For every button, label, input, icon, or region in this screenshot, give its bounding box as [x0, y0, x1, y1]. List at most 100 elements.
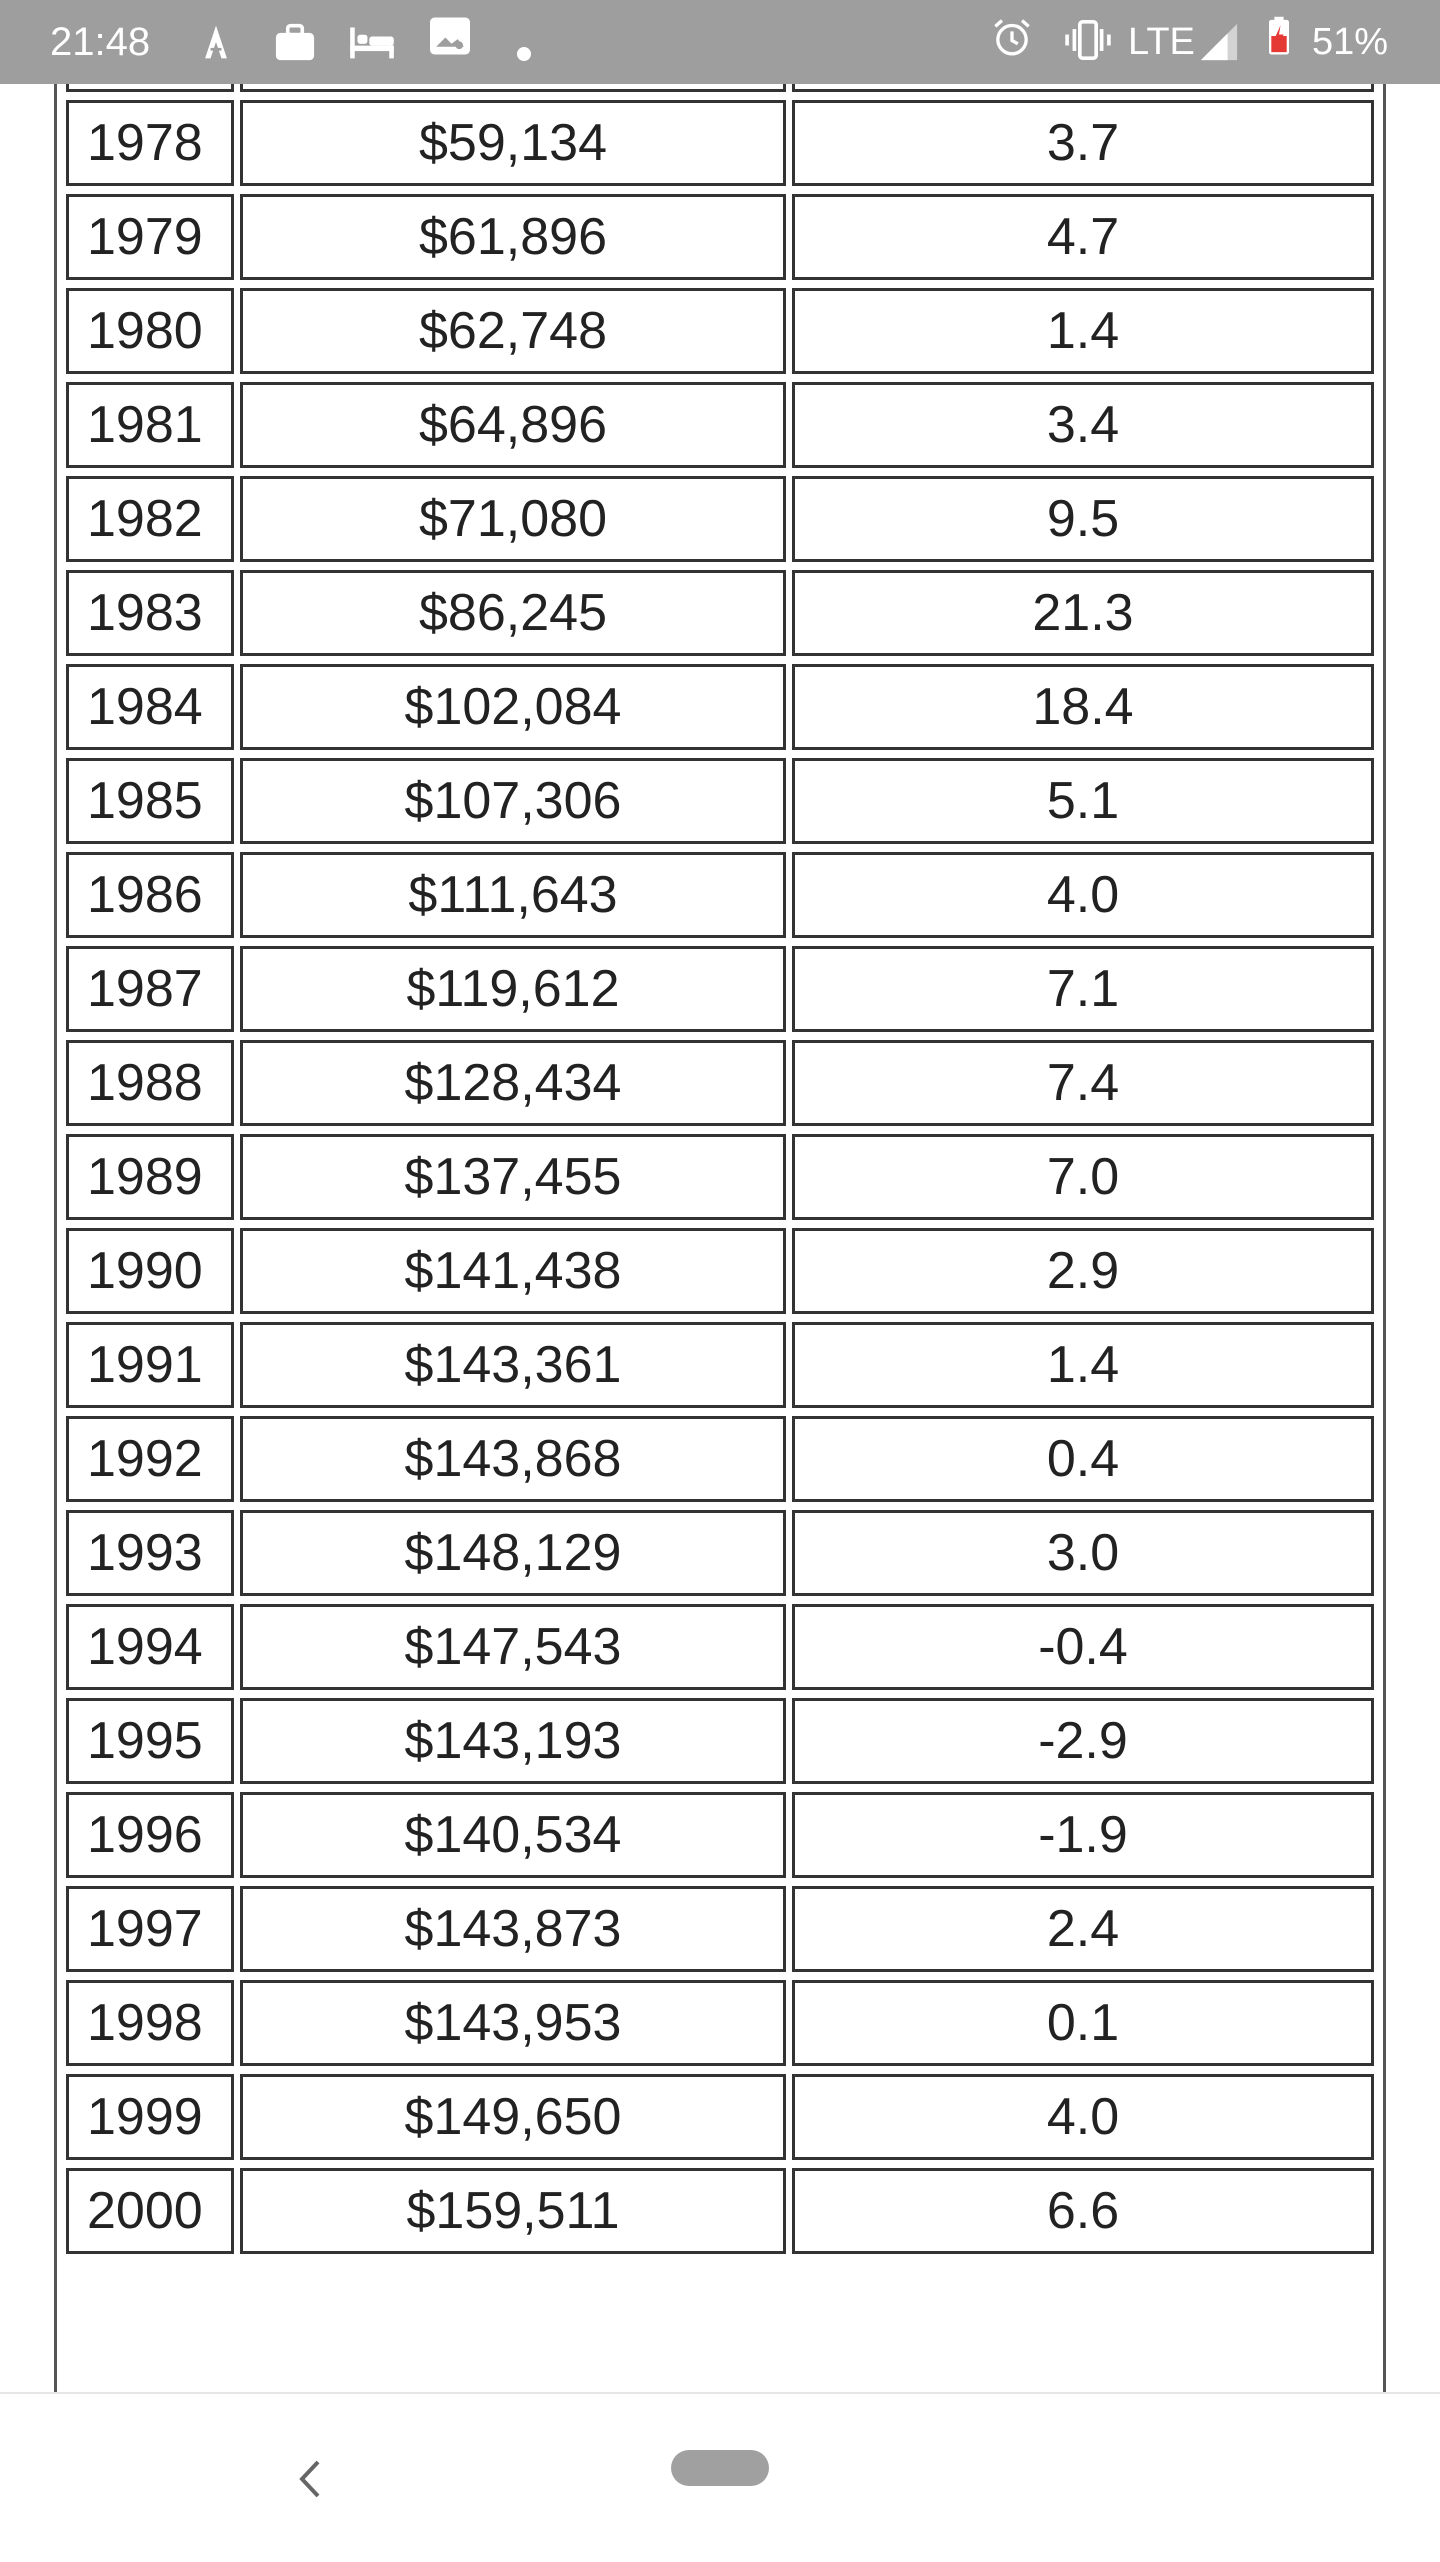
- value-cell: $147,543: [240, 1604, 786, 1690]
- signal-icon: [1200, 23, 1238, 61]
- change-cell: 3.0: [792, 1510, 1374, 1596]
- table-row: 1982 $71,080 9.5: [66, 476, 1374, 562]
- network-type: LTE: [1128, 21, 1195, 63]
- value-cell: $140,534: [240, 1792, 786, 1878]
- table-row: 1999 $149,650 4.0: [66, 2074, 1374, 2160]
- value-cell: $149,650: [240, 2074, 786, 2160]
- change-cell: 2.4: [792, 1886, 1374, 1972]
- change-cell: 3.7: [792, 100, 1374, 186]
- change-cell: 1.4: [792, 288, 1374, 374]
- year-cell: 1995: [66, 1698, 234, 1784]
- value-cell: $141,438: [240, 1228, 786, 1314]
- value-cell: $119,612: [240, 946, 786, 1032]
- value-cell: $107,306: [240, 758, 786, 844]
- change-cell: 1.4: [792, 1322, 1374, 1408]
- table-frame: [54, 84, 1386, 2392]
- change-cell: 6.6: [792, 2168, 1374, 2254]
- change-cell: 4.0: [792, 852, 1374, 938]
- value-cell: $128,434: [240, 1040, 786, 1126]
- status-time: 21:48: [50, 20, 151, 64]
- table-row: 1979 $61,896 4.7: [66, 194, 1374, 280]
- status-bar: 21:48 LTE: [0, 0, 1440, 84]
- change-cell: 7.0: [792, 1134, 1374, 1220]
- table-row: 1977 $57,032 4.4: [66, 84, 1374, 92]
- table-row: 1981 $64,896 3.4: [66, 382, 1374, 468]
- year-cell: 1988: [66, 1040, 234, 1126]
- vibrate-icon: [1065, 20, 1111, 60]
- change-cell: 4.0: [792, 2074, 1374, 2160]
- year-cell: 1980: [66, 288, 234, 374]
- table-row: 1993 $148,129 3.0: [66, 1510, 1374, 1596]
- table-row: 1996 $140,534 -1.9: [66, 1792, 1374, 1878]
- page-content[interactable]: 1977 $57,032 4.4 1978$59,1343.71979$61,8964…: [0, 84, 1440, 2392]
- year-cell: 1986: [66, 852, 234, 938]
- year-cell: 1982: [66, 476, 234, 562]
- drive-icon: [205, 25, 227, 59]
- year-cell: 1981: [66, 382, 234, 468]
- alarm-icon: [994, 19, 1030, 56]
- value-cell: $148,129: [240, 1510, 786, 1596]
- change-cell: -1.9: [792, 1792, 1374, 1878]
- work-bag-icon: [275, 23, 315, 61]
- change-cell: 7.4: [792, 1040, 1374, 1126]
- value-cell: $111,643: [240, 852, 786, 938]
- year-cell: 1991: [66, 1322, 234, 1408]
- year-cell: 1990: [66, 1228, 234, 1314]
- change-cell: -2.9: [792, 1698, 1374, 1784]
- data-table: 1977 $57,032 4.4 1978$59,1343.71979$61,8964…: [60, 84, 1380, 2262]
- value-cell: $64,896: [240, 382, 786, 468]
- table-row: 1991 $143,361 1.4: [66, 1322, 1374, 1408]
- year-cell: 1989: [66, 1134, 234, 1220]
- change-cell: 3.4: [792, 382, 1374, 468]
- battery-percent: 51%: [1312, 21, 1389, 63]
- table-row: 1984 $102,084 18.4: [66, 664, 1374, 750]
- year-cell: 1979: [66, 194, 234, 280]
- value-cell: $102,084: [240, 664, 786, 750]
- value-cell: $59,134: [240, 100, 786, 186]
- table-row: 1983 $86,245 21.3: [66, 570, 1374, 656]
- year-cell: 1987: [66, 946, 234, 1032]
- year-cell: 2000: [66, 2168, 234, 2254]
- year-cell: 1993: [66, 1510, 234, 1596]
- value-cell: $137,455: [240, 1134, 786, 1220]
- year-cell: 1998: [66, 1980, 234, 2066]
- value-cell: $143,868: [240, 1416, 786, 1502]
- table-body: 1977 $57,032 4.4 1978$59,1343.71979$61,8964…: [66, 84, 1374, 2254]
- table-row: 1990 $141,438 2.9: [66, 1228, 1374, 1314]
- home-button[interactable]: [671, 2450, 769, 2486]
- year-cell: 1984: [66, 664, 234, 750]
- year-cell: 1977: [66, 84, 234, 92]
- year-cell: 1999: [66, 2074, 234, 2160]
- table-row: 1986 $111,643 4.0: [66, 852, 1374, 938]
- table-row: 1989 $137,455 7.0: [66, 1134, 1374, 1220]
- table-row: 1987 $119,612 7.1: [66, 946, 1374, 1032]
- photo-icon: [430, 17, 470, 55]
- change-cell: 0.4: [792, 1416, 1374, 1502]
- table-row: 1997 $143,873 2.4: [66, 1886, 1374, 1972]
- year-cell: 1992: [66, 1416, 234, 1502]
- year-cell: 1978: [66, 100, 234, 186]
- back-chevron-icon[interactable]: [290, 2454, 330, 2504]
- value-cell: $143,361: [240, 1322, 786, 1408]
- year-cell: 1997: [66, 1886, 234, 1972]
- change-cell: 4.4: [792, 84, 1374, 92]
- year-cell: 1994: [66, 1604, 234, 1690]
- table-row: 1994 $147,543 -0.4: [66, 1604, 1374, 1690]
- value-cell: $57,032: [240, 84, 786, 92]
- change-cell: 4.7: [792, 194, 1374, 280]
- table-row: 1995 $143,193 -2.9: [66, 1698, 1374, 1784]
- change-cell: 18.4: [792, 664, 1374, 750]
- year-cell: 1983: [66, 570, 234, 656]
- year-cell: 1985: [66, 758, 234, 844]
- table-row: 1988 $128,434 7.4: [66, 1040, 1374, 1126]
- change-cell: 0.1: [792, 1980, 1374, 2066]
- table-row: 1998 $143,953 0.1: [66, 1980, 1374, 2066]
- bed-icon: [350, 27, 394, 59]
- change-cell: -0.4: [792, 1604, 1374, 1690]
- table-row: 1980 $62,748 1.4: [66, 288, 1374, 374]
- value-cell: $143,953: [240, 1980, 786, 2066]
- change-cell: 9.5: [792, 476, 1374, 562]
- change-cell: 21.3: [792, 570, 1374, 656]
- table-row: 1992 $143,868 0.4: [66, 1416, 1374, 1502]
- value-cell: $143,873: [240, 1886, 786, 1972]
